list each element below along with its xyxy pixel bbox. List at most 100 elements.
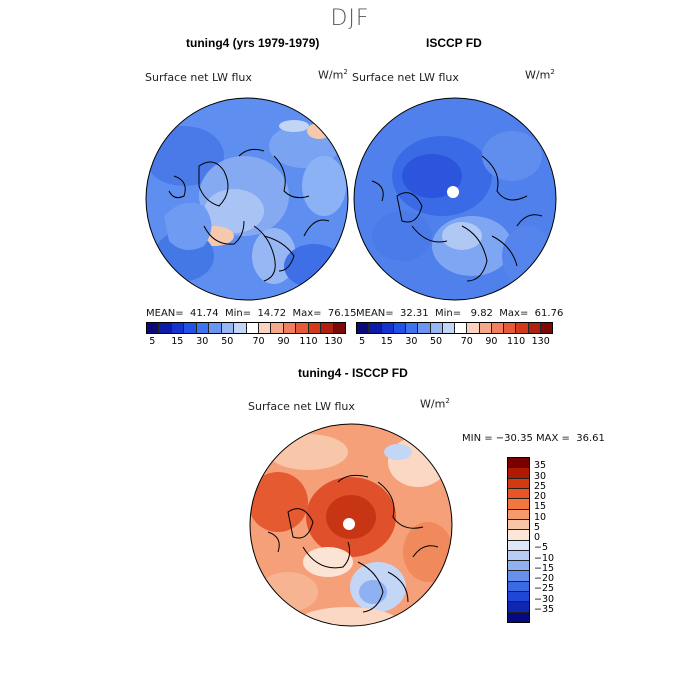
colorbar-swatch <box>508 478 529 489</box>
colorbar-swatch <box>430 323 443 333</box>
colorbar-tick-label: 25 <box>534 480 547 492</box>
colorbar-tick-label: 50 <box>429 336 443 347</box>
colorbar-tick-label: −15 <box>534 562 555 574</box>
colorbar-swatch <box>283 323 297 333</box>
colorbar-swatch <box>528 323 541 333</box>
colorbar-swatch <box>406 323 419 333</box>
colorbar-swatch <box>381 323 394 333</box>
colorbar-tick-label: 130 <box>324 336 343 347</box>
colorbar-swatch <box>418 323 431 333</box>
colorbar-tick-label: 110 <box>299 336 318 347</box>
colorbar-swatch <box>508 540 529 551</box>
colorbar-tick-label: 70 <box>460 336 473 347</box>
diff-variable-label: Surface net LW flux <box>248 400 355 413</box>
colorbar-swatch <box>357 323 370 333</box>
colorbar-tick-label: 50 <box>221 336 234 347</box>
colorbar-swatch <box>504 323 517 333</box>
colorbar-tick-label: 35 <box>534 460 547 472</box>
colorbar-tick-label: 5 <box>359 336 366 347</box>
colorbar-tick-label: 5 <box>149 336 156 347</box>
colorbar-tick-label: 30 <box>405 336 418 347</box>
colorbar-tick-label: 15 <box>534 501 547 513</box>
colorbar-swatch <box>508 571 529 582</box>
diff-stats: MIN = −30.35 MAX = 36.61 <box>462 433 605 444</box>
colorbar-tick-label: 30 <box>196 336 209 347</box>
colorbar-swatch <box>508 519 529 531</box>
colorbar-tick-label: −5 <box>534 542 549 554</box>
colorbar-difference <box>507 457 530 623</box>
colorbar-swatch <box>508 530 529 541</box>
colorbar-swatch <box>508 561 529 572</box>
colorbar-swatch <box>508 458 529 469</box>
diff-title: tuning4 - ISCCP FD <box>298 366 408 380</box>
colorbar-swatch <box>442 323 455 333</box>
polar-map-difference <box>249 423 453 627</box>
colorbar-obs <box>356 322 553 334</box>
colorbar-swatch <box>508 592 529 603</box>
colorbar-ticks-model: 5 15 30 50 70 90 110 130 <box>146 336 346 350</box>
colorbar-swatch <box>508 468 529 479</box>
colorbar-tick-label: 10 <box>534 511 547 523</box>
colorbar-swatch <box>234 323 247 333</box>
colorbar-tick-label: −30 <box>534 593 555 605</box>
colorbar-tick-label: 70 <box>252 336 265 347</box>
colorbar-tick-label: 30 <box>534 470 547 482</box>
diff-units: W/m2 <box>420 397 450 411</box>
panel-stats-obs: MEAN= 32.31 Min= 9.82 Max= 61.76 <box>356 308 564 319</box>
colorbar-tick-label: 20 <box>534 491 547 502</box>
colorbar-swatch <box>455 323 468 333</box>
colorbar-swatch <box>258 323 272 333</box>
panel-units-model: W/m2 <box>318 68 348 82</box>
polar-map-obs <box>353 97 557 301</box>
colorbar-swatch <box>321 323 334 333</box>
colorbar-swatch <box>184 323 197 333</box>
colorbar-swatch <box>508 581 529 593</box>
colorbar-swatch <box>508 488 529 500</box>
colorbar-tick-label: −20 <box>534 573 555 584</box>
colorbar-tick-label: 110 <box>506 336 526 347</box>
colorbar-ticks-obs: 5 15 30 50 70 90 110 130 <box>356 336 553 350</box>
colorbar-swatch <box>508 612 529 622</box>
panel-variable-label-model: Surface net LW flux <box>145 71 252 84</box>
colorbar-tick-label: 130 <box>531 336 550 347</box>
colorbar-swatch <box>508 602 529 613</box>
colorbar-swatch <box>508 509 529 520</box>
colorbar-swatch <box>221 323 235 333</box>
colorbar-tick-label: 5 <box>534 521 541 533</box>
colorbar-tick-label: −35 <box>534 603 555 615</box>
panel-variable-label-obs: Surface net LW flux <box>352 71 459 84</box>
colorbar-tick-label: 15 <box>171 336 184 347</box>
colorbar-swatch <box>308 323 322 333</box>
colorbar-swatch <box>296 323 309 333</box>
polar-map-model <box>145 97 349 301</box>
colorbar-swatch <box>540 323 552 333</box>
colorbar-swatch <box>508 550 529 562</box>
colorbar-tick-label: 90 <box>277 336 290 347</box>
colorbar-swatch <box>333 323 345 333</box>
colorbar-swatch <box>467 323 480 333</box>
panel-units-obs: W/m2 <box>525 68 555 82</box>
colorbar-tick-label: −10 <box>534 552 555 564</box>
colorbar-swatch <box>508 499 529 510</box>
colorbar-tick-label: 90 <box>485 336 498 347</box>
colorbar-ticks-difference: 35 30 25 20 15 10 5 0 −5 −10 −15 −20 −25 −30 −35 <box>534 457 574 621</box>
colorbar-tick-label: 15 <box>380 336 393 347</box>
colorbar-swatch <box>491 323 504 333</box>
panel-title-model: tuning4 (yrs 1979-1979) <box>186 36 320 50</box>
colorbar-swatch <box>393 323 406 333</box>
colorbar-swatch <box>479 323 492 333</box>
panel-title-obs: ISCCP FD <box>426 36 482 50</box>
colorbar-swatch <box>209 323 222 333</box>
colorbar-swatch <box>147 323 160 333</box>
season-title: DJF <box>330 6 370 31</box>
colorbar-swatch <box>171 323 185 333</box>
colorbar-swatch <box>196 323 210 333</box>
colorbar-swatch <box>369 323 382 333</box>
colorbar-swatch <box>159 323 172 333</box>
colorbar-tick-label: 0 <box>534 532 541 543</box>
colorbar-swatch <box>271 323 284 333</box>
colorbar-model <box>146 322 346 334</box>
colorbar-swatch <box>516 323 529 333</box>
colorbar-tick-label: −25 <box>534 583 555 595</box>
colorbar-swatch <box>246 323 259 333</box>
